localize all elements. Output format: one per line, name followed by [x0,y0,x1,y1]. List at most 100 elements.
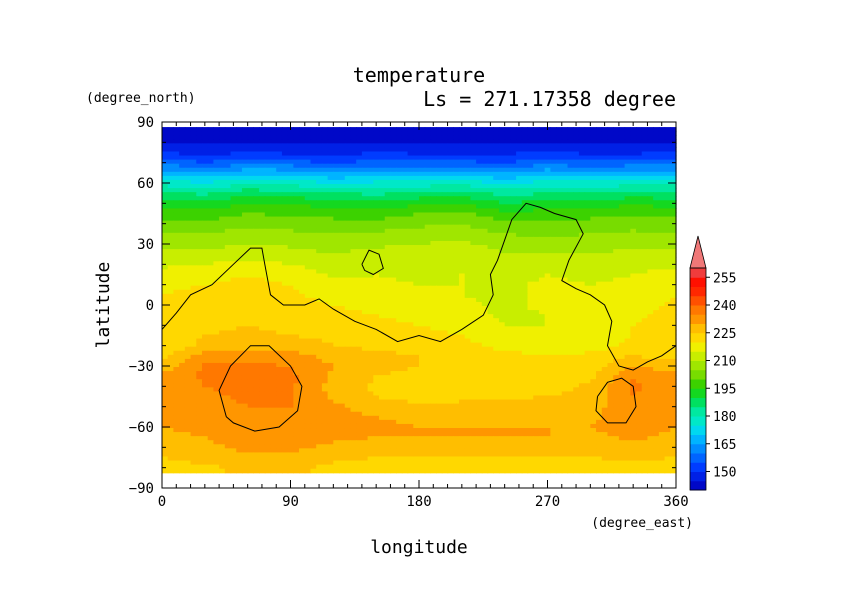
field-cell [647,127,654,132]
field-cell [424,208,432,214]
field-cell [230,322,237,327]
field-cell [601,261,609,266]
field-cell [481,249,489,254]
field-cell [584,163,591,169]
field-cell [173,301,180,307]
field-cell [270,310,277,315]
field-cell [556,314,563,319]
field-cell [498,135,506,140]
field-cell [201,151,209,157]
field-cell [384,249,392,254]
field-cell [247,342,254,348]
field-cell [344,204,352,210]
field-cell [613,326,620,332]
field-cell [647,155,654,161]
field-cell [276,143,283,149]
field-cell [590,293,597,299]
field-cell [458,212,466,218]
field-cell [556,346,563,352]
field-cell [259,297,266,303]
field-cell [224,350,232,356]
field-cell [641,192,649,197]
field-cell [179,297,186,303]
field-cell [590,342,597,348]
field-cell [281,155,289,161]
field-cell [236,200,243,205]
field-cell [367,131,374,136]
field-cell [264,232,272,238]
field-cell [201,208,209,214]
field-cell [230,147,237,153]
field-cell [167,261,175,266]
field-cell [419,346,426,352]
field-cell [658,135,666,140]
field-cell [533,334,540,340]
field-cell [453,281,460,287]
field-cell [390,273,397,279]
field-cell [550,322,557,327]
field-cell [624,184,631,189]
field-cell [453,297,460,303]
field-cell [407,277,414,283]
field-cell [578,127,586,132]
field-cell [658,139,666,144]
field-cell [521,301,529,307]
field-cell [344,281,352,287]
field-cell [219,289,226,295]
field-cell [413,269,420,275]
field-cell [419,127,426,132]
field-cell [390,220,397,226]
field-cell [184,143,192,149]
field-cell [453,143,460,149]
field-cell [367,240,374,246]
field-cell [287,249,294,254]
field-cell [361,297,369,303]
field-cell [607,301,614,307]
field-cell [253,301,260,307]
field-cell [247,326,254,332]
field-cell [173,175,180,181]
field-cell [653,171,660,177]
field-cell [390,338,397,344]
field-cell [458,204,466,210]
field-cell [561,196,569,201]
field-cell [498,318,506,323]
field-cell [162,184,169,189]
field-cell [270,147,277,153]
field-cell [321,249,329,254]
field-cell [384,338,392,344]
field-cell [498,143,506,149]
field-cell [453,232,460,238]
field-cell [481,232,489,238]
field-cell [573,159,580,165]
field-cell [350,163,357,169]
field-cell [464,220,471,226]
field-cell [350,346,357,352]
field-cell [253,330,260,336]
field-cell [316,151,323,157]
field-cell [367,334,374,340]
field-cell [379,265,386,271]
field-cell [350,167,357,173]
field-cell [413,289,420,295]
field-cell [447,277,454,283]
field-cell [401,216,409,222]
field-cell [641,330,649,336]
field-cell [516,253,523,258]
field-cell [419,179,426,185]
field-cell [367,253,374,258]
field-cell [281,273,289,279]
field-cell [487,188,494,193]
field-cell [304,200,312,205]
field-cell [390,253,397,258]
field-cell [379,346,386,352]
field-cell [584,151,591,157]
field-cell [373,236,380,242]
field-cell [556,163,563,169]
field-cell [327,188,334,193]
field-cell [321,188,329,193]
field-cell [590,232,597,238]
field-cell [596,159,603,165]
field-cell [344,342,352,348]
field-cell [241,289,249,295]
